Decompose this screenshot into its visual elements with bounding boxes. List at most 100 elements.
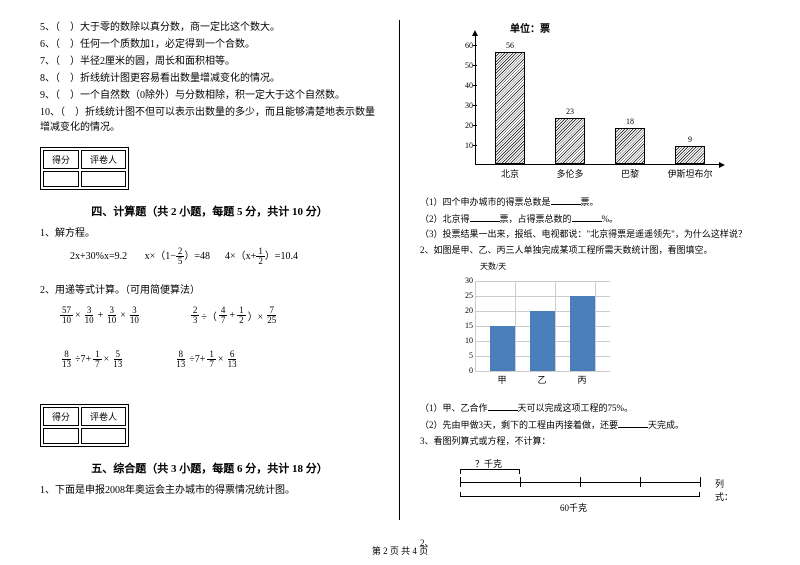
tick xyxy=(580,477,581,487)
fill-question: （1）甲、乙合作天可以完成这项工程的75%。 xyxy=(420,401,760,415)
diagram-side-label: 列式： xyxy=(715,477,733,503)
section-4-title: 四、计算题（共 2 小题，每题 5 分，共计 10 分） xyxy=(40,203,379,219)
fill-question: （1）四个申办城市的得票总数是票。 xyxy=(420,195,760,209)
chart1-questions: （1）四个申办城市的得票总数是票。 （2）北京得票，占得票总数的%。 （3）投票结果… xyxy=(420,195,760,241)
bar xyxy=(570,296,595,371)
score-box: 得分 评卷人 xyxy=(40,147,129,190)
y-tick-mark xyxy=(473,45,477,46)
fraction: 613 xyxy=(226,350,239,369)
section5-q1-label: 1、下面是申报2008年奥运会主办城市的得票情况统计图。 xyxy=(40,481,379,496)
score-box-2: 得分 评卷人 xyxy=(40,404,129,447)
chart1-title: 单位：票 xyxy=(510,20,550,35)
y-tick-mark xyxy=(473,65,477,66)
expr-r2c2: 813÷7+17×613 xyxy=(174,350,238,369)
x-axis xyxy=(475,164,720,165)
eq2: x×（1−25）=48 xyxy=(145,251,213,262)
y-label: 15 xyxy=(455,321,473,330)
y-label: 10 xyxy=(455,336,473,345)
y-tick-label: 10 xyxy=(458,141,473,150)
judge-item: 7、（ ）半径2厘米的圆，周长和面积相等。 xyxy=(40,54,379,69)
bar xyxy=(495,52,525,164)
judge-item: 8、（ ）折线统计图更容易看出数量增减变化的情况。 xyxy=(40,71,379,86)
bar-label: 丙 xyxy=(567,373,597,386)
chart-1-votes: 单位：票 102030405060北京56多伦多23巴黎18伊斯坦布尔9 xyxy=(450,20,730,185)
judge-item: 9、（ ）一个自然数（0除外）与分数相除，积一定大于这个自然数。 xyxy=(40,88,379,103)
q2-label-right: 2、如图是甲、乙、丙三人单独完成某项工程所需天数统计图，看图填空。 xyxy=(420,244,760,257)
judge-items: 5、（ ）大于零的数除以真分数，商一定比这个数大。 6、（ ）任何一个质数加1，必… xyxy=(40,20,379,135)
judge-item: 10、（ ）折线统计图不但可以表示出数量的多少，而且能够清楚地表示数量增减变化的… xyxy=(40,105,379,135)
y-tick-mark xyxy=(473,145,477,146)
grader-label: 评卷人 xyxy=(81,150,126,169)
page-footer: 第 2 页 共 4 页 xyxy=(0,544,800,557)
chart2-ylabel: 天数/天 xyxy=(480,261,506,272)
y-tick-label: 20 xyxy=(458,121,473,130)
q2-label: 2、用递等式计算。（可用简便算法） xyxy=(40,281,379,296)
bar-label: 巴黎 xyxy=(605,167,655,180)
fill-question: （3）投票结果一出来，报纸、电视都说："北京得票是遥遥领先"，为什么这样说？ xyxy=(420,228,760,241)
grid-line xyxy=(475,371,610,372)
fraction: 310 xyxy=(83,306,96,325)
q1-label: 1、解方程。 xyxy=(40,224,379,239)
expr-r2c1: 813÷7+17×513 xyxy=(60,350,124,369)
right-column: 单位：票 102030405060北京56多伦多23巴黎18伊斯坦布尔9 （1）… xyxy=(400,20,760,520)
tick xyxy=(640,477,641,487)
y-label: 30 xyxy=(455,276,473,285)
q1-equations: 2x+30%x=9.2 x×（1−25）=48 4×（x+12）=10.4 xyxy=(70,247,379,266)
tick xyxy=(700,477,701,487)
grid-line xyxy=(555,281,556,371)
chart-2-days: 天数/天 0 5 10 15 20 25 30 甲乙丙 xyxy=(450,261,650,391)
arrow-right-icon xyxy=(719,162,725,168)
tick xyxy=(520,477,521,487)
fraction: 23 xyxy=(191,306,200,325)
expr-r1c1: 5710×310+310×310 xyxy=(60,306,141,325)
frac-row-1: 5710×310+310×310 23÷（47+12）×725 xyxy=(60,306,379,325)
top-bracket xyxy=(460,469,520,474)
fill-question: （2）先由甲做3天，剩下的工程由丙接着做，还要天完成。 xyxy=(420,418,760,432)
fill-question: （2）北京得票，占得票总数的%。 xyxy=(420,212,760,226)
y-tick-mark xyxy=(473,105,477,106)
bar-value: 23 xyxy=(555,107,585,116)
bar-label: 乙 xyxy=(527,373,557,386)
y-tick-label: 30 xyxy=(458,101,473,110)
fraction: 310 xyxy=(105,306,118,325)
bar-label: 甲 xyxy=(487,373,517,386)
fraction: 5710 xyxy=(60,306,73,325)
bar xyxy=(555,118,585,164)
bar xyxy=(615,128,645,164)
fraction: 310 xyxy=(128,306,141,325)
y-label: 0 xyxy=(455,366,473,375)
fraction: 513 xyxy=(111,350,124,369)
tick xyxy=(460,477,461,487)
eq1: 2x+30%x=9.2 xyxy=(70,251,127,262)
q3-label: 3、看图列算式或方程，不计算： xyxy=(420,435,760,448)
bar-label: 伊斯坦布尔 xyxy=(665,167,715,180)
fraction: 17 xyxy=(93,350,102,369)
fraction: 47 xyxy=(219,306,228,325)
grid-line xyxy=(475,281,476,371)
y-tick-label: 40 xyxy=(458,81,473,90)
bar xyxy=(490,326,515,371)
chart2-questions: （1）甲、乙合作天可以完成这项工程的75%。 （2）先由甲做3天，剩下的工程由丙接… xyxy=(420,401,760,431)
grid-line xyxy=(515,281,516,371)
y-label: 5 xyxy=(455,351,473,360)
y-tick-label: 50 xyxy=(458,61,473,70)
eq3: 4×（x+12）=10.4 xyxy=(225,251,298,262)
y-label: 20 xyxy=(455,306,473,315)
frac-row-2: 813÷7+17×513 813÷7+17×613 xyxy=(60,350,379,369)
judge-item: 5、（ ）大于零的数除以真分数，商一定比这个数大。 xyxy=(40,20,379,35)
bar-label: 多伦多 xyxy=(545,167,595,180)
score-label: 得分 xyxy=(43,150,79,169)
fraction: 813 xyxy=(60,350,73,369)
judge-item: 6、（ ）任何一个质数加1，必定得到一个合数。 xyxy=(40,37,379,52)
y-tick-label: 60 xyxy=(458,41,473,50)
line-diagram: ？千克 60千克 列式： xyxy=(460,457,700,517)
section-5-title: 五、综合题（共 3 小题，每题 6 分，共计 18 分） xyxy=(40,460,379,476)
diagram-bottom-label: 60千克 xyxy=(560,501,587,514)
y-label: 25 xyxy=(455,291,473,300)
fraction: 725 xyxy=(265,306,278,325)
fraction: 12 xyxy=(237,306,246,325)
bar xyxy=(675,146,705,164)
fraction: 17 xyxy=(207,350,216,369)
arrow-up-icon xyxy=(472,30,478,36)
bar-value: 9 xyxy=(675,135,705,144)
